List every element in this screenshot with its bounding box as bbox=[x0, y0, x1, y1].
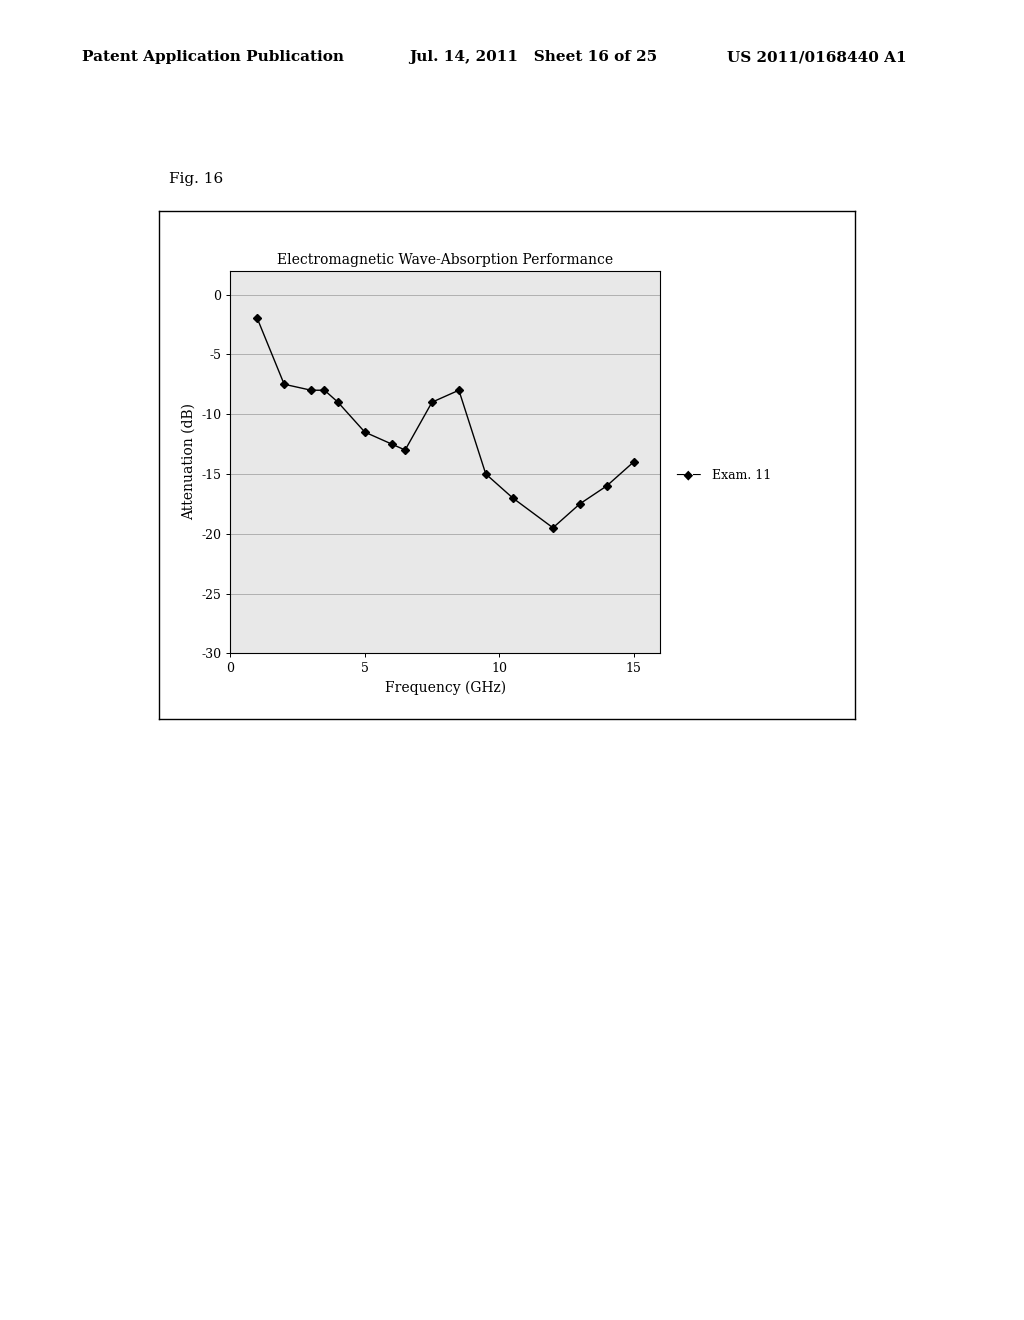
Text: Exam. 11: Exam. 11 bbox=[712, 469, 771, 482]
Text: Jul. 14, 2011   Sheet 16 of 25: Jul. 14, 2011 Sheet 16 of 25 bbox=[410, 50, 657, 65]
Text: ─◆─: ─◆─ bbox=[676, 469, 700, 482]
Title: Electromagnetic Wave-Absorption Performance: Electromagnetic Wave-Absorption Performa… bbox=[278, 252, 613, 267]
Text: Fig. 16: Fig. 16 bbox=[169, 172, 223, 186]
Text: Patent Application Publication: Patent Application Publication bbox=[82, 50, 344, 65]
Y-axis label: Attenuation (dB): Attenuation (dB) bbox=[181, 404, 196, 520]
Text: US 2011/0168440 A1: US 2011/0168440 A1 bbox=[727, 50, 906, 65]
X-axis label: Frequency (GHz): Frequency (GHz) bbox=[385, 681, 506, 696]
